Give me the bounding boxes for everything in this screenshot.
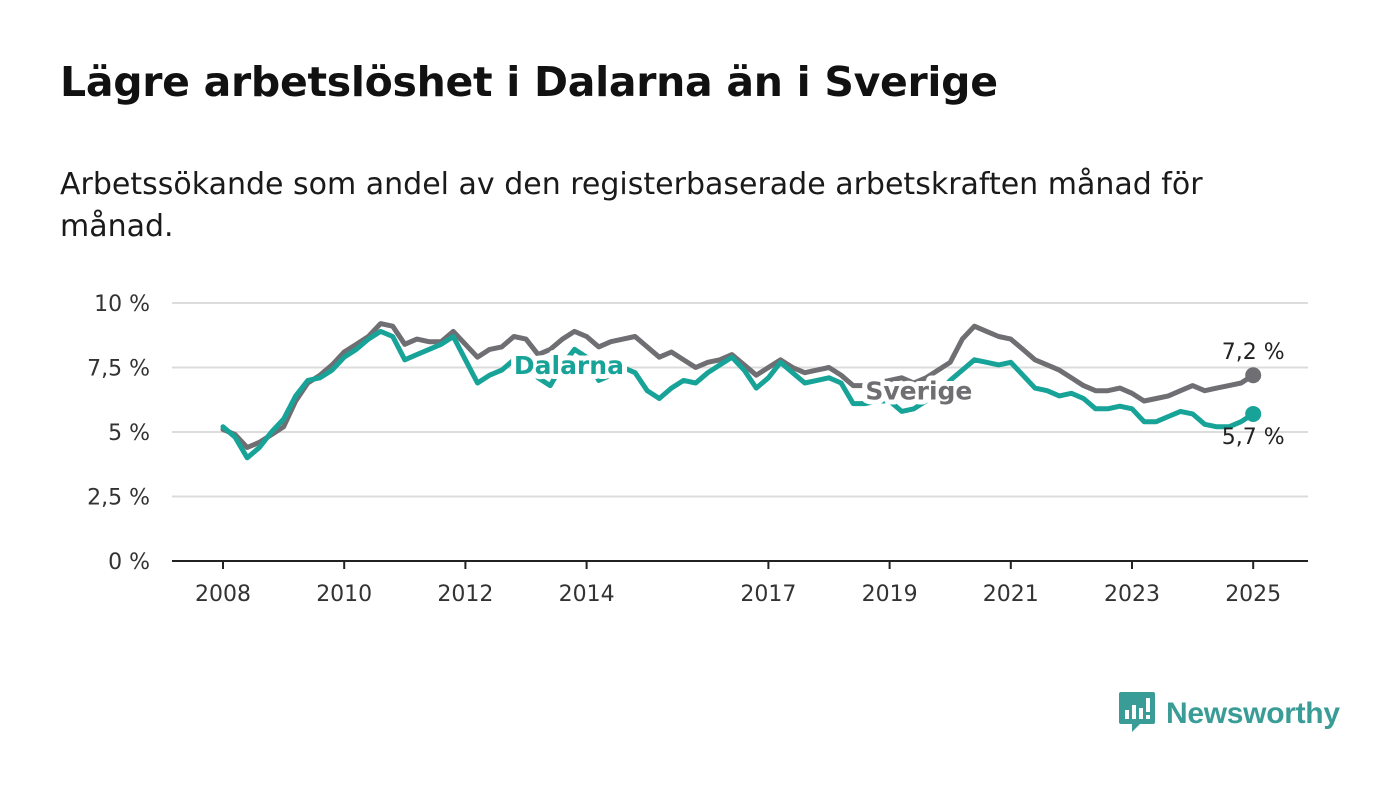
end-value-label-dalarna: 5,7 % (1222, 425, 1285, 450)
chart-subtitle: Arbetssökande som andel av den registerb… (60, 167, 1203, 244)
y-tick-label: 10 % (94, 292, 150, 317)
chart-title: Lägre arbetslöshet i Dalarna än i Sverig… (60, 58, 998, 106)
y-tick-label: 7,5 % (87, 357, 150, 382)
x-tick-label: 2025 (1225, 582, 1281, 607)
series-lines (220, 321, 1262, 461)
x-tick-label: 2023 (1104, 582, 1160, 607)
x-tick-label: 2019 (862, 582, 918, 607)
x-tick-label: 2012 (437, 582, 493, 607)
y-tick-label: 2,5 % (87, 486, 150, 511)
series-label-sverige: Sverige (865, 377, 972, 406)
y-tick-label: 5 % (108, 421, 150, 446)
series-labels: Sverige Dalarna 7,2 % 5,7 % (509, 340, 1285, 450)
series-line-dalarna (220, 328, 1256, 461)
y-tick-label: 0 % (108, 550, 150, 575)
series-label-dalarna: Dalarna (514, 351, 624, 380)
series-line-sverige (220, 321, 1256, 450)
end-point-dalarna (1245, 405, 1262, 422)
end-value-label-sverige: 7,2 % (1222, 340, 1285, 365)
end-point-sverige (1245, 367, 1262, 384)
x-tick-label: 2014 (559, 582, 615, 607)
axes: 0 % 2,5 % 5 % 7,5 % 10 % 2008 2010 2012 2014 2017… (87, 292, 1308, 607)
x-tick-label: 2008 (195, 582, 251, 607)
x-tick-label: 2017 (740, 582, 796, 607)
x-tick-label: 2021 (983, 582, 1039, 607)
newsworthy-logo-icon (1118, 690, 1156, 738)
brand-logo[interactable]: Newsworthy (1118, 690, 1340, 738)
brand-name: Newsworthy (1166, 697, 1340, 730)
x-tick-label: 2010 (316, 582, 372, 607)
